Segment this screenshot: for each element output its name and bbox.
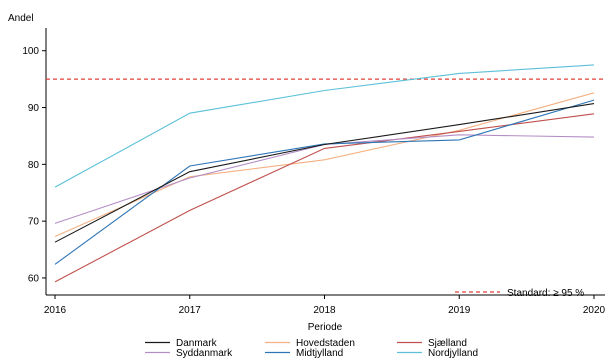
x-tick-label: 2018: [313, 305, 336, 316]
legend-label-sjaelland: Sjælland: [428, 338, 467, 349]
legend-label-hovedstaden: Hovedstaden: [296, 338, 355, 349]
series-line-hovedstaden: [54, 92, 595, 238]
y-tick-label: 100: [22, 46, 39, 57]
series-line-sjaelland: [54, 113, 595, 283]
legend-label-syddanmark: Syddanmark: [176, 348, 233, 359]
y-tick-label: 60: [28, 273, 40, 284]
axes: [45, 28, 605, 296]
reference-legend: Standard: ≥ 95 %: [455, 288, 584, 299]
legend: Danmark Hovedstaden Sjælland Syddanmark Midt…: [145, 338, 478, 359]
y-tick-label: 70: [28, 217, 40, 228]
y-ticks: 60 70 80 90 100: [22, 46, 46, 284]
series-line-danmark: [54, 103, 595, 243]
y-tick-label: 90: [28, 103, 40, 114]
reference-legend-label: Standard: ≥ 95 %: [507, 288, 584, 299]
series-line-midtjylland: [54, 99, 595, 265]
x-tick-label: 2019: [448, 305, 471, 316]
x-ticks: 2016 2017 2018 2019 2020: [44, 295, 606, 316]
x-tick-label: 2016: [44, 305, 67, 316]
legend-label-nordjylland: Nordjylland: [428, 348, 478, 359]
x-axis-title: Periode: [308, 322, 343, 333]
legend-label-danmark: Danmark: [176, 338, 218, 349]
y-tick-label: 80: [28, 160, 40, 171]
x-tick-label: 2017: [179, 305, 202, 316]
series-lines: [54, 64, 595, 283]
legend-label-midtjylland: Midtjylland: [296, 348, 343, 359]
x-tick-label: 2020: [583, 305, 606, 316]
y-axis-title: Andel: [8, 13, 34, 24]
series-line-nordjylland: [54, 64, 595, 188]
